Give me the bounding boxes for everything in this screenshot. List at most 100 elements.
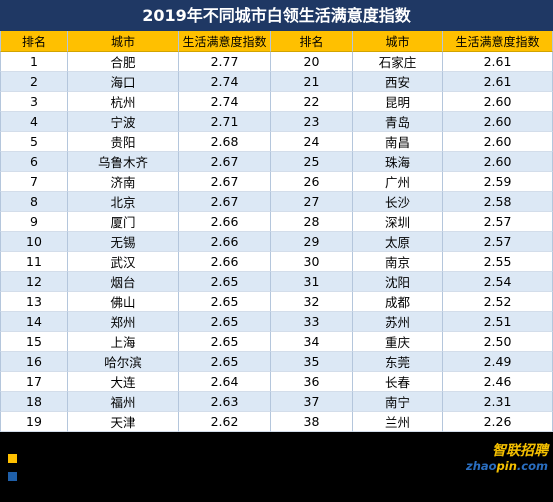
city-cell: 济南 bbox=[68, 172, 179, 192]
rank-cell: 2 bbox=[0, 72, 68, 92]
rank-cell: 26 bbox=[271, 172, 353, 192]
rank-cell: 12 bbox=[0, 272, 68, 292]
table-row: 2 海口 2.74 21 西安 2.61 bbox=[0, 72, 553, 92]
table-row: 16 哈尔滨 2.65 35 东莞 2.49 bbox=[0, 352, 553, 372]
rank-cell: 10 bbox=[0, 232, 68, 252]
rank-cell: 35 bbox=[271, 352, 353, 372]
rank-cell: 24 bbox=[271, 132, 353, 152]
table-row: 14 郑州 2.65 33 苏州 2.51 bbox=[0, 312, 553, 332]
table-row: 8 北京 2.67 27 长沙 2.58 bbox=[0, 192, 553, 212]
rank-cell: 28 bbox=[271, 212, 353, 232]
rank-cell: 3 bbox=[0, 92, 68, 112]
rank-cell: 32 bbox=[271, 292, 353, 312]
city-cell: 西安 bbox=[353, 72, 443, 92]
rank-cell: 19 bbox=[0, 412, 68, 432]
index-cell: 2.66 bbox=[179, 252, 271, 272]
header-city: 城市 bbox=[68, 31, 179, 52]
table-row: 1 合肥 2.77 20 石家庄 2.61 bbox=[0, 52, 553, 72]
index-cell: 2.60 bbox=[443, 132, 553, 152]
index-cell: 2.52 bbox=[443, 292, 553, 312]
index-cell: 2.57 bbox=[443, 212, 553, 232]
city-cell: 长春 bbox=[353, 372, 443, 392]
index-cell: 2.67 bbox=[179, 152, 271, 172]
ranking-table: 排名 城市 生活满意度指数 排名 城市 生活满意度指数 1 合肥 2.77 20 石家庄… bbox=[0, 31, 553, 432]
index-cell: 2.60 bbox=[443, 112, 553, 132]
city-cell: 南宁 bbox=[353, 392, 443, 412]
city-cell: 海口 bbox=[68, 72, 179, 92]
table-row: 3 杭州 2.74 22 昆明 2.60 bbox=[0, 92, 553, 112]
city-cell: 大连 bbox=[68, 372, 179, 392]
header-rank: 排名 bbox=[271, 31, 353, 52]
city-cell: 南京 bbox=[353, 252, 443, 272]
city-cell: 成都 bbox=[353, 292, 443, 312]
rank-cell: 36 bbox=[271, 372, 353, 392]
city-cell: 无锡 bbox=[68, 232, 179, 252]
table-row: 13 佛山 2.65 32 成都 2.52 bbox=[0, 292, 553, 312]
logo-domain-part: pin bbox=[496, 459, 517, 473]
rank-cell: 6 bbox=[0, 152, 68, 172]
rank-cell: 29 bbox=[271, 232, 353, 252]
index-cell: 2.46 bbox=[443, 372, 553, 392]
index-cell: 2.63 bbox=[179, 392, 271, 412]
city-cell: 合肥 bbox=[68, 52, 179, 72]
index-cell: 2.49 bbox=[443, 352, 553, 372]
rank-cell: 9 bbox=[0, 212, 68, 232]
table-row: 18 福州 2.63 37 南宁 2.31 bbox=[0, 392, 553, 412]
city-cell: 上海 bbox=[68, 332, 179, 352]
header-index: 生活满意度指数 bbox=[179, 31, 271, 52]
table-row: 17 大连 2.64 36 长春 2.46 bbox=[0, 372, 553, 392]
index-cell: 2.65 bbox=[179, 272, 271, 292]
chart-title: 2019年不同城市白领生活满意度指数 bbox=[0, 0, 553, 31]
index-cell: 2.65 bbox=[179, 312, 271, 332]
rank-cell: 11 bbox=[0, 252, 68, 272]
city-cell: 青岛 bbox=[353, 112, 443, 132]
logo-domain: zhaopin.com bbox=[462, 459, 548, 474]
index-cell: 2.65 bbox=[179, 292, 271, 312]
city-cell: 杭州 bbox=[68, 92, 179, 112]
table-row: 5 贵阳 2.68 24 南昌 2.60 bbox=[0, 132, 553, 152]
table-row: 7 济南 2.67 26 广州 2.59 bbox=[0, 172, 553, 192]
index-cell: 2.50 bbox=[443, 332, 553, 352]
city-cell: 广州 bbox=[353, 172, 443, 192]
rank-cell: 14 bbox=[0, 312, 68, 332]
city-cell: 北京 bbox=[68, 192, 179, 212]
rank-cell: 17 bbox=[0, 372, 68, 392]
logo-domain-part: zhao bbox=[466, 459, 497, 473]
city-cell: 珠海 bbox=[353, 152, 443, 172]
zhaopin-logo: 智联招聘 zhaopin.com bbox=[462, 443, 548, 479]
rank-cell: 20 bbox=[271, 52, 353, 72]
rank-cell: 5 bbox=[0, 132, 68, 152]
table-row: 11 武汉 2.66 30 南京 2.55 bbox=[0, 252, 553, 272]
city-cell: 南昌 bbox=[353, 132, 443, 152]
table-row: 9 厦门 2.66 28 深圳 2.57 bbox=[0, 212, 553, 232]
index-cell: 2.31 bbox=[443, 392, 553, 412]
table-header-row: 排名 城市 生活满意度指数 排名 城市 生活满意度指数 bbox=[0, 31, 553, 52]
table-row: 15 上海 2.65 34 重庆 2.50 bbox=[0, 332, 553, 352]
rank-cell: 16 bbox=[0, 352, 68, 372]
table-row: 12 烟台 2.65 31 沈阳 2.54 bbox=[0, 272, 553, 292]
rank-cell: 4 bbox=[0, 112, 68, 132]
city-cell: 烟台 bbox=[68, 272, 179, 292]
index-cell: 2.60 bbox=[443, 152, 553, 172]
header-index: 生活满意度指数 bbox=[443, 31, 553, 52]
city-cell: 天津 bbox=[68, 412, 179, 432]
table-row: 10 无锡 2.66 29 太原 2.57 bbox=[0, 232, 553, 252]
index-cell: 2.66 bbox=[179, 232, 271, 252]
index-cell: 2.51 bbox=[443, 312, 553, 332]
city-cell: 郑州 bbox=[68, 312, 179, 332]
index-cell: 2.59 bbox=[443, 172, 553, 192]
index-cell: 2.57 bbox=[443, 232, 553, 252]
city-cell: 沈阳 bbox=[353, 272, 443, 292]
rank-cell: 34 bbox=[271, 332, 353, 352]
index-cell: 2.54 bbox=[443, 272, 553, 292]
city-cell: 佛山 bbox=[68, 292, 179, 312]
table-body: 1 合肥 2.77 20 石家庄 2.61 2 海口 2.74 21 西安 2.61 3 杭州 2.74 22… bbox=[0, 52, 553, 432]
rank-cell: 30 bbox=[271, 252, 353, 272]
city-cell: 兰州 bbox=[353, 412, 443, 432]
rank-cell: 18 bbox=[0, 392, 68, 412]
legend-square-yellow bbox=[8, 454, 17, 463]
rank-cell: 7 bbox=[0, 172, 68, 192]
city-cell: 长沙 bbox=[353, 192, 443, 212]
rank-cell: 22 bbox=[271, 92, 353, 112]
index-cell: 2.60 bbox=[443, 92, 553, 112]
